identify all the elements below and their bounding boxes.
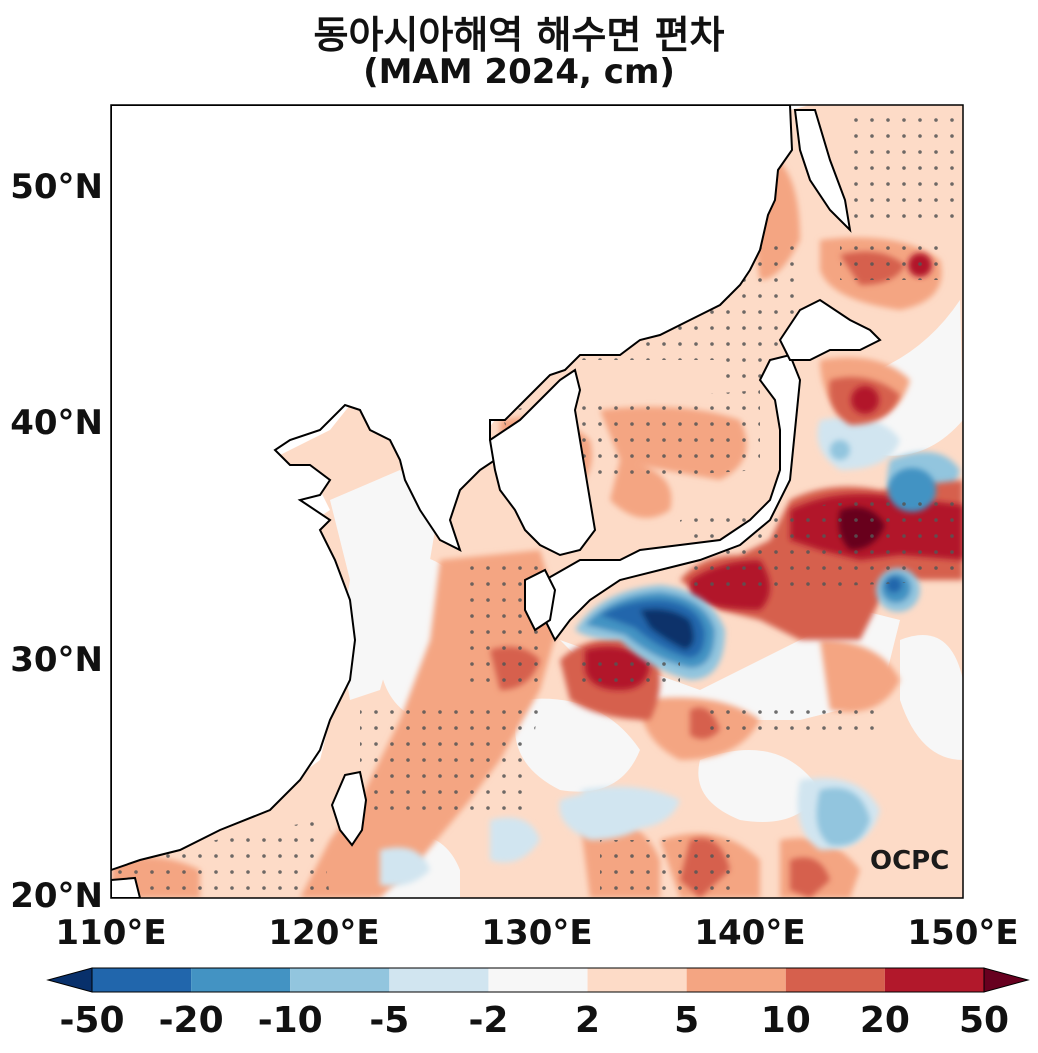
- colorbar: [46, 967, 1030, 993]
- colorbar-label: -5: [369, 1000, 410, 1041]
- colorbar-label: 10: [760, 1000, 811, 1041]
- colorbar-cell: [686, 968, 786, 992]
- colorbar-label: -50: [59, 1000, 125, 1041]
- y-tick-30n: 30°N: [10, 640, 103, 680]
- colorbar-cell: [389, 968, 489, 992]
- kyushu: [524, 568, 557, 632]
- ocpc-logo: OCPC: [870, 846, 950, 876]
- hainan: [111, 876, 142, 898]
- x-tick-140e: 140°E: [694, 913, 806, 953]
- colorbar-cell: [290, 968, 390, 992]
- colorbar-cell: [884, 968, 984, 992]
- colorbar-arrow-low: [46, 967, 93, 993]
- x-tick-130e: 130°E: [481, 913, 593, 953]
- colorbar-label: 5: [674, 1000, 700, 1041]
- asian-continent: [111, 105, 794, 872]
- colorbar-label: 50: [958, 1000, 1010, 1041]
- colorbar-cell: [92, 968, 192, 992]
- colorbar-arrow-high: [983, 967, 1030, 993]
- land: [111, 105, 882, 898]
- map-title: 동아시아해역 해수면 편차: [313, 13, 725, 57]
- colorbar-label: -10: [257, 1000, 323, 1041]
- x-tick-110e: 110°E: [55, 913, 167, 953]
- significance-stippling: [111, 110, 963, 898]
- colorbar-cell: [587, 968, 687, 992]
- sakhalin: [793, 109, 852, 233]
- y-tick-50n: 50°N: [10, 167, 103, 207]
- colorbar-label: -2: [468, 1000, 509, 1041]
- y-tick-40n: 40°N: [10, 403, 103, 443]
- plot-frame: [110, 104, 964, 899]
- colorbar-label: 20: [859, 1000, 910, 1041]
- plot-area: [111, 105, 963, 898]
- japan-hokkaido: [778, 298, 882, 361]
- colorbar-label: 2: [575, 1000, 601, 1041]
- x-tick-120e: 120°E: [268, 913, 380, 953]
- colorbar-cell: [785, 968, 885, 992]
- map-subtitle: (MAM 2024, cm): [363, 52, 675, 92]
- x-tick-150e: 150°E: [907, 913, 1019, 953]
- colorbar-cell: [191, 968, 291, 992]
- colorbar-cell: [488, 968, 588, 992]
- negative-eddy: [575, 585, 725, 680]
- korean-peninsula: [488, 368, 597, 557]
- taiwan: [330, 770, 368, 847]
- colorbar-label: -20: [158, 1000, 224, 1041]
- y-tick-20n: 20°N: [10, 876, 103, 916]
